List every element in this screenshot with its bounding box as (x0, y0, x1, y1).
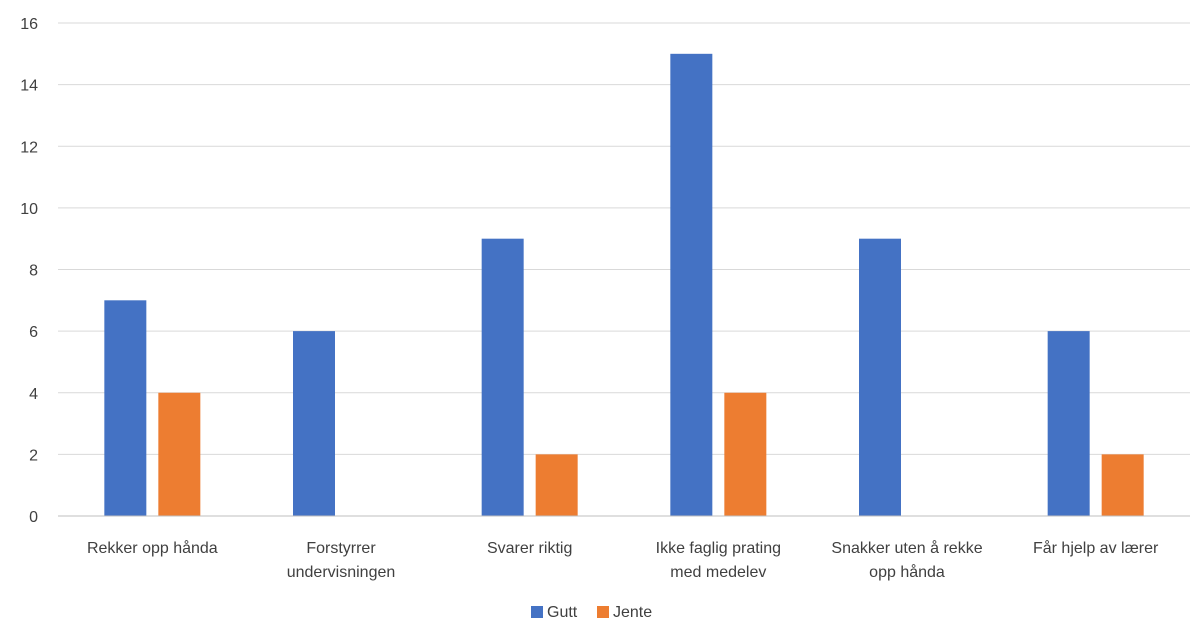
legend-label-gutt: Gutt (547, 604, 578, 621)
bar-gutt-1 (293, 331, 335, 516)
x-category-label-line: Snakker uten å rekke (831, 539, 982, 557)
x-category-label-line: Ikke faglig prating (656, 540, 781, 557)
x-category-label: Snakker uten å rekke opp hånda (831, 539, 982, 581)
x-category-label: Ikke faglig prating med medelev (656, 540, 781, 581)
bar-gutt-4 (859, 238, 901, 516)
x-category-label-line: med medelev (670, 564, 766, 581)
gridlines (58, 22, 1190, 455)
bar-jente-5 (1101, 454, 1144, 516)
legend-swatch-gutt (531, 606, 543, 618)
y-tick-label: 12 (20, 139, 38, 156)
y-tick-label: 10 (20, 201, 38, 218)
x-category-label-line: Forstyrrer (306, 540, 376, 557)
bar-jente-3 (724, 392, 767, 516)
x-category-label-line: Får hjelp av lærer (1033, 539, 1159, 557)
y-tick-label: 16 (20, 16, 38, 33)
y-tick-label: 2 (29, 447, 38, 464)
legend-swatch-jente (597, 606, 609, 618)
x-axis-category-labels: Rekker opp hånda Forstyrrer undervisningen… (87, 539, 1159, 581)
y-tick-label: 6 (29, 324, 38, 341)
bar-jente-2 (535, 454, 578, 516)
legend: Gutt Jente (531, 604, 652, 621)
x-category-label: Forstyrrer undervisningen (287, 540, 396, 581)
bar-gutt-2 (481, 238, 524, 516)
bar-gutt-0 (104, 300, 147, 516)
y-tick-label: 4 (29, 386, 38, 403)
y-axis-tick-labels: 0 2 4 6 8 10 12 14 16 (20, 16, 38, 526)
bars (104, 53, 1144, 516)
x-category-label: Svarer riktig (487, 540, 572, 557)
x-category-label-line: Svarer riktig (487, 540, 572, 557)
legend-label-jente: Jente (613, 604, 652, 621)
bar-gutt-3 (670, 53, 713, 516)
y-tick-label: 8 (29, 263, 38, 280)
x-category-label-line: Rekker opp hånda (87, 539, 218, 557)
y-tick-label: 14 (20, 78, 38, 95)
x-category-label: Rekker opp hånda (87, 539, 218, 557)
x-category-label-line: opp hånda (869, 563, 945, 581)
x-category-label: Får hjelp av lærer (1033, 539, 1159, 557)
bar-jente-0 (158, 392, 201, 516)
y-tick-label: 0 (29, 509, 38, 526)
bar-gutt-5 (1047, 331, 1090, 516)
x-category-label-line: undervisningen (287, 564, 396, 581)
